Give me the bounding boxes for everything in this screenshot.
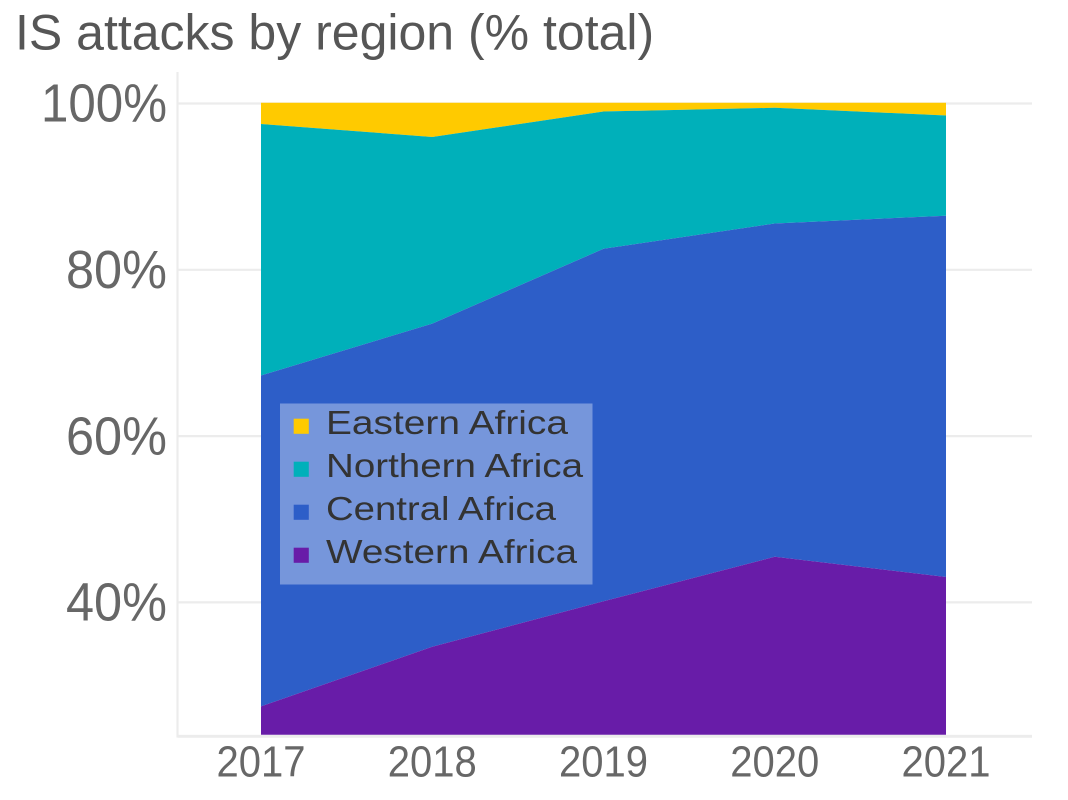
svg-text:2017: 2017 [217,738,306,787]
svg-text:40%: 40% [66,574,167,633]
svg-text:IS attacks by region (% total): IS attacks by region (% total) [15,5,654,61]
svg-text:Central Africa: Central Africa [326,490,557,527]
svg-text:2019: 2019 [559,738,648,787]
svg-text:Eastern Africa: Eastern Africa [326,404,569,441]
svg-text:2021: 2021 [902,738,991,787]
svg-text:Western Africa: Western Africa [326,533,578,570]
svg-text:2020: 2020 [730,738,819,787]
svg-text:2018: 2018 [388,738,477,787]
svg-text:Northern Africa: Northern Africa [326,447,584,484]
svg-text:80%: 80% [66,241,167,300]
svg-text:60%: 60% [66,407,167,466]
svg-text:100%: 100% [41,75,167,134]
